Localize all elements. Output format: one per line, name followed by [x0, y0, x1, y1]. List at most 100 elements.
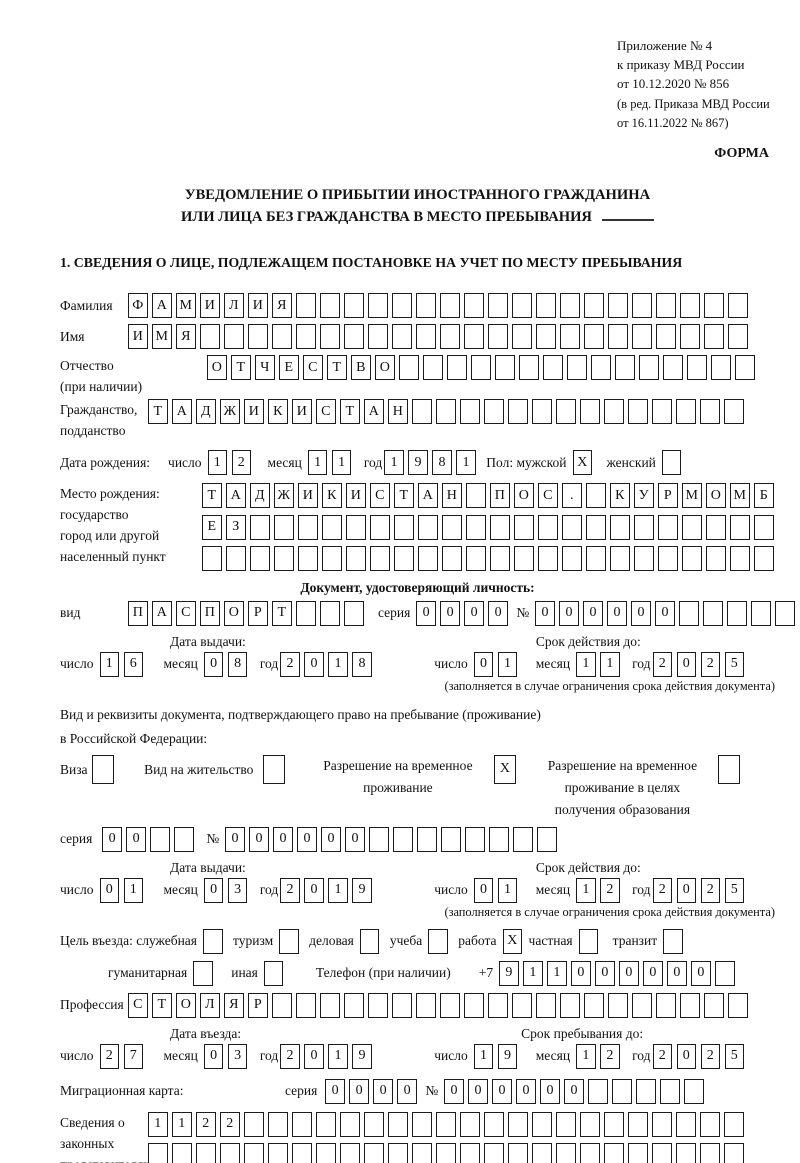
char-box[interactable] — [586, 546, 606, 571]
char-box[interactable]: О — [375, 355, 395, 380]
char-box[interactable] — [392, 324, 412, 349]
char-box[interactable]: И — [346, 483, 366, 508]
char-box[interactable] — [663, 355, 683, 380]
checkbox[interactable] — [279, 928, 299, 954]
char-box[interactable] — [656, 992, 676, 1018]
char-box[interactable] — [567, 355, 587, 380]
char-box[interactable] — [340, 1143, 360, 1163]
char-box[interactable] — [676, 1111, 696, 1137]
char-box[interactable]: 0 — [540, 1078, 560, 1104]
char-box[interactable] — [320, 293, 340, 318]
char-box[interactable]: 0 — [607, 600, 627, 626]
char-box[interactable] — [608, 293, 628, 318]
char-box[interactable] — [682, 546, 702, 571]
char-box[interactable] — [588, 1078, 608, 1104]
char-box[interactable]: 1 — [497, 877, 518, 903]
char-box[interactable] — [610, 546, 630, 571]
char-box[interactable]: 1 — [576, 877, 596, 903]
char-box[interactable]: Ф — [128, 293, 148, 318]
char-box[interactable] — [514, 546, 534, 571]
char-box[interactable] — [728, 992, 748, 1018]
char-box[interactable]: 1 — [328, 651, 348, 677]
char-box[interactable] — [684, 1078, 704, 1104]
char-box[interactable]: А — [226, 483, 246, 508]
char-box[interactable]: 0 — [583, 600, 603, 626]
char-box[interactable] — [460, 399, 480, 424]
checkbox[interactable] — [91, 754, 114, 784]
char-box[interactable] — [460, 1111, 480, 1137]
char-box[interactable]: Е — [202, 514, 222, 540]
char-box[interactable] — [296, 600, 316, 626]
char-box[interactable]: М — [682, 483, 702, 508]
char-box[interactable] — [250, 514, 270, 540]
char-box[interactable]: А — [152, 293, 172, 318]
char-box[interactable] — [488, 992, 508, 1018]
char-box[interactable] — [556, 1143, 576, 1163]
checkbox[interactable]: X — [502, 928, 523, 954]
checkbox[interactable]: X — [572, 450, 593, 475]
char-box[interactable] — [490, 546, 510, 571]
char-box[interactable] — [441, 826, 461, 852]
char-box[interactable]: 0 — [373, 1078, 393, 1104]
char-box[interactable] — [704, 992, 724, 1018]
char-box[interactable] — [584, 324, 604, 349]
char-box[interactable]: 0 — [564, 1078, 584, 1104]
char-box[interactable] — [656, 293, 676, 318]
char-box[interactable]: А — [364, 399, 384, 424]
char-box[interactable]: М — [176, 293, 196, 318]
char-box[interactable] — [296, 992, 316, 1018]
char-box[interactable] — [754, 546, 774, 571]
char-box[interactable]: 1 — [473, 1043, 494, 1069]
checkbox[interactable] — [661, 450, 682, 475]
char-box[interactable]: 2 — [280, 1043, 300, 1069]
char-box[interactable]: 5 — [724, 651, 744, 677]
char-box[interactable]: С — [316, 399, 336, 424]
char-box[interactable]: Р — [658, 483, 678, 508]
char-box[interactable]: Т — [340, 399, 360, 424]
char-box[interactable]: 3 — [227, 877, 248, 903]
char-box[interactable] — [274, 514, 294, 540]
char-box[interactable]: 1 — [523, 960, 543, 986]
char-box[interactable] — [484, 1143, 504, 1163]
char-box[interactable] — [639, 355, 659, 380]
char-box[interactable] — [440, 293, 460, 318]
char-box[interactable]: Т — [394, 483, 414, 508]
char-box[interactable]: 0 — [345, 826, 365, 852]
char-box[interactable]: 0 — [273, 826, 293, 852]
char-box[interactable]: О — [224, 600, 244, 626]
char-box[interactable] — [292, 1111, 312, 1137]
char-box[interactable] — [615, 355, 635, 380]
char-box[interactable]: С — [303, 355, 323, 380]
char-box[interactable] — [394, 514, 414, 540]
char-box[interactable]: Ж — [274, 483, 294, 508]
char-box[interactable]: 1 — [123, 877, 143, 903]
char-box[interactable] — [316, 1111, 336, 1137]
char-box[interactable] — [220, 1143, 240, 1163]
char-box[interactable] — [580, 1143, 600, 1163]
char-box[interactable]: И — [298, 483, 318, 508]
char-box[interactable]: У — [634, 483, 654, 508]
char-box[interactable]: 0 — [643, 960, 663, 986]
char-box[interactable] — [536, 293, 556, 318]
char-box[interactable]: 9 — [352, 1043, 372, 1069]
char-box[interactable] — [340, 1111, 360, 1137]
char-box[interactable]: 0 — [203, 1043, 224, 1069]
char-box[interactable]: Р — [248, 600, 268, 626]
char-box[interactable] — [370, 514, 390, 540]
char-box[interactable] — [715, 960, 735, 986]
char-box[interactable] — [316, 1143, 336, 1163]
char-box[interactable] — [724, 1111, 744, 1137]
char-box[interactable] — [369, 826, 389, 852]
char-box[interactable]: 0 — [655, 600, 675, 626]
checkbox[interactable] — [428, 928, 448, 954]
char-box[interactable]: С — [128, 992, 148, 1018]
char-box[interactable]: 1 — [456, 450, 476, 475]
char-box[interactable] — [196, 1143, 216, 1163]
char-box[interactable] — [703, 600, 723, 626]
char-box[interactable]: Л — [200, 992, 220, 1018]
char-box[interactable] — [612, 1078, 632, 1104]
checkbox[interactable] — [263, 960, 284, 986]
char-box[interactable] — [272, 324, 292, 349]
char-box[interactable]: Д — [250, 483, 270, 508]
char-box[interactable] — [586, 514, 606, 540]
